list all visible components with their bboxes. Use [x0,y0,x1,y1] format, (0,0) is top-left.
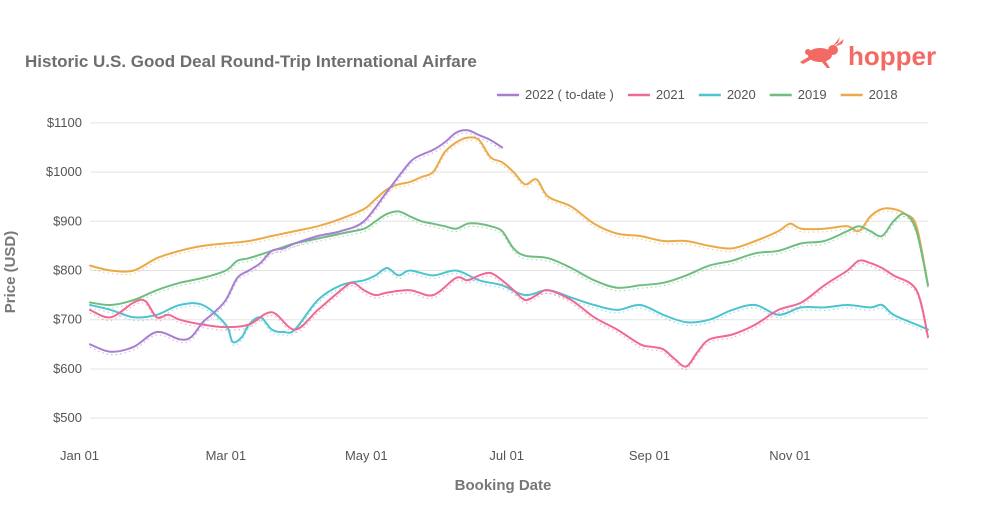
y-tick-label: $500 [53,410,82,425]
series-raw-trace [89,213,929,309]
brand-name: hopper [848,41,936,71]
x-tick-label: Jul 01 [489,448,524,463]
series-layer [89,129,929,371]
legend-label: 2018 [869,87,898,102]
series-raw-trace [89,262,929,371]
y-tick-label: $1000 [46,164,82,179]
y-tick-label: $1100 [47,115,82,130]
legend-label: 2019 [798,87,827,102]
y-tick-label: $900 [53,213,82,228]
series-raw-trace [89,132,503,356]
legend-label: 2021 [656,87,685,102]
bunny-icon [800,37,844,68]
hopper-logo: hopper [800,37,936,71]
legend: 2022 ( to-date ) 2021 2020 2019 2018 [497,87,898,102]
y-axis: $500 $600 $700 $800 $900 $1000 $1100 [46,115,82,425]
legend-item[interactable]: 2022 ( to-date ) [497,87,614,102]
y-tick-label: $700 [53,312,82,327]
y-tick-label: $800 [53,263,82,278]
legend-label: 2022 ( to-date ) [525,87,614,102]
legend-item[interactable]: 2018 [840,87,898,102]
series-line [89,210,929,307]
legend-label: 2020 [727,87,756,102]
grid [90,122,928,419]
x-tick-label: Mar 01 [206,448,246,463]
series-line [89,259,929,368]
y-tick-label: $600 [53,361,82,376]
x-axis: Jan 01 Mar 01 May 01 Jul 01 Sep 01 Nov 01 [60,448,810,463]
legend-item[interactable]: 2020 [698,87,756,102]
series-line [89,129,504,353]
x-tick-label: Jan 01 [60,448,99,463]
series-raw-trace [89,139,929,289]
x-tick-label: Nov 01 [769,448,810,463]
legend-item[interactable]: 2021 [627,87,685,102]
x-axis-title: Booking Date [455,477,552,494]
series-line [89,136,929,287]
series-raw-trace [89,270,929,346]
legend-item[interactable]: 2019 [769,87,827,102]
series-line [89,267,929,344]
x-tick-label: Sep 01 [629,448,670,463]
x-tick-label: May 01 [345,448,388,463]
chart-title: Historic U.S. Good Deal Round-Trip Inter… [25,52,477,71]
y-axis-title: Price (USD) [2,231,19,314]
